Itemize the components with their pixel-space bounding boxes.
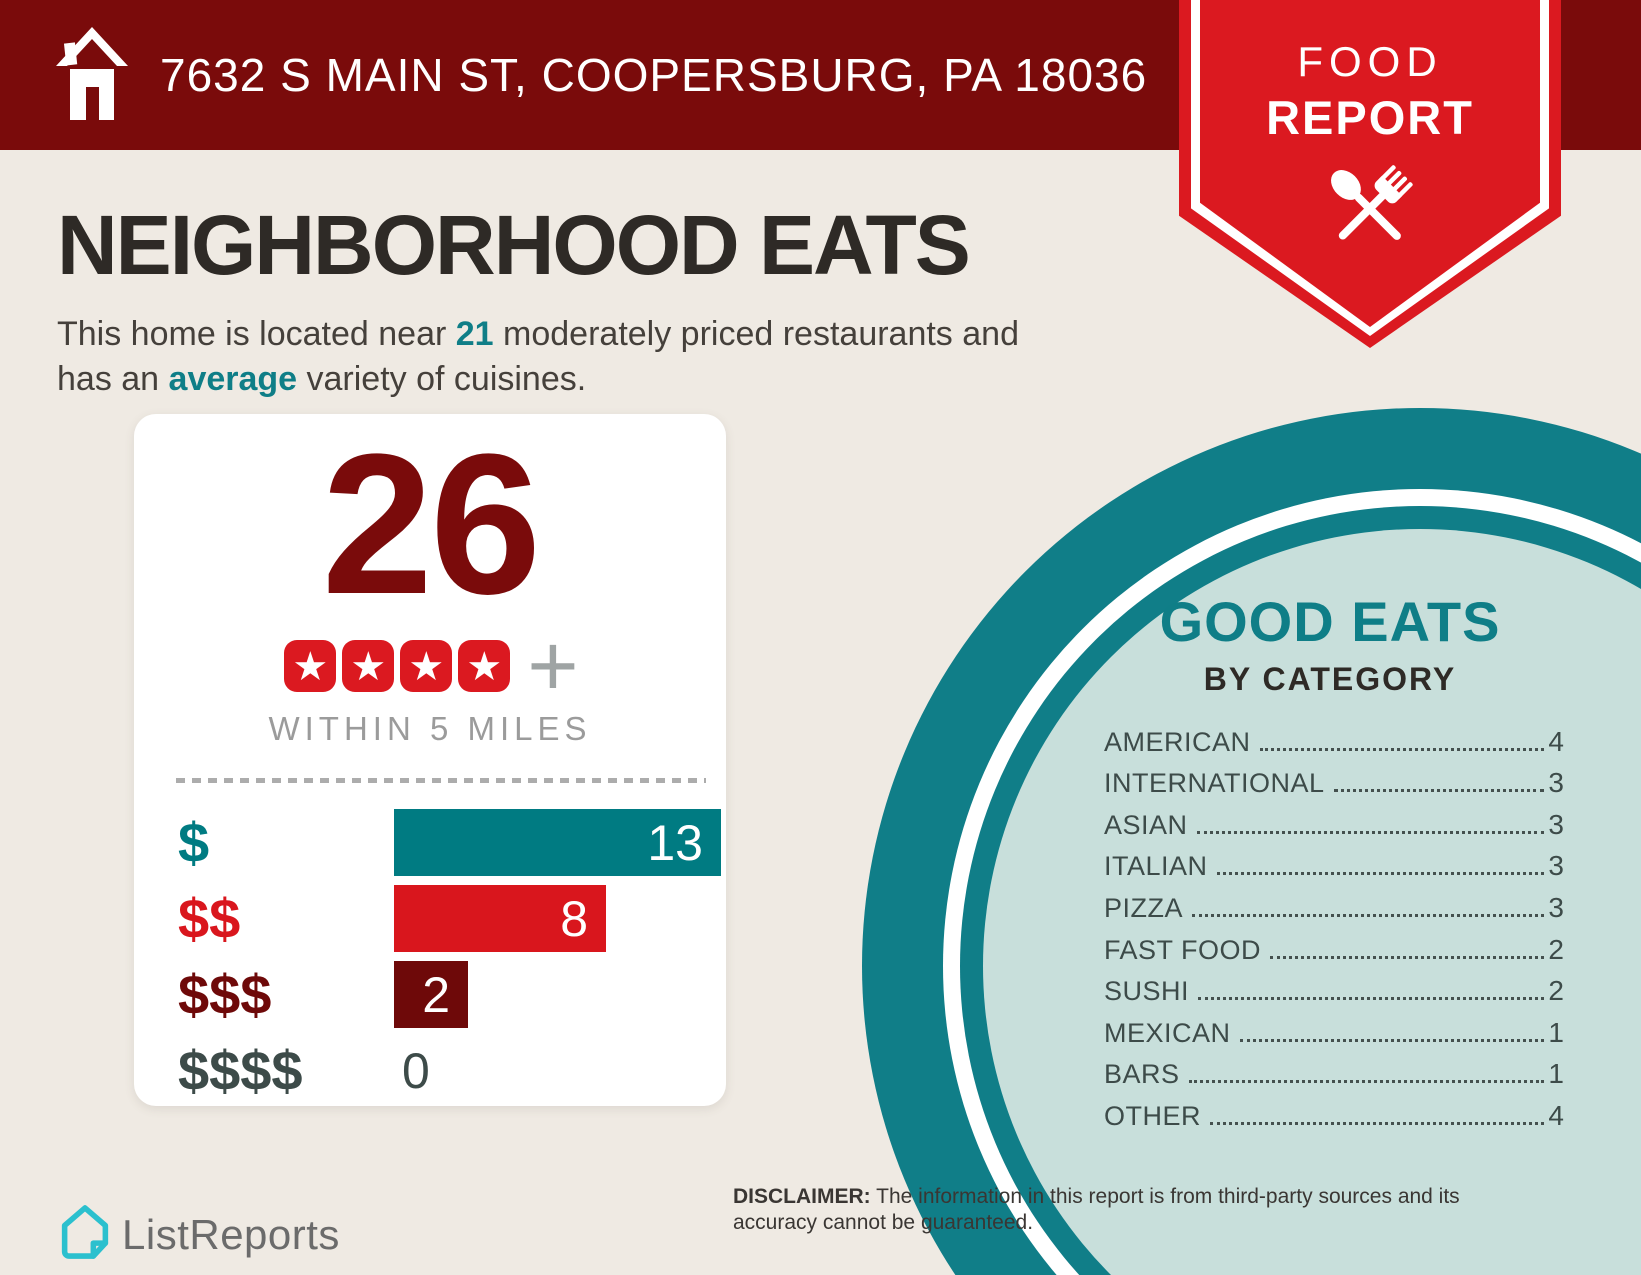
intro-block: NEIGHBORHOOD EATS This home is located n… bbox=[57, 200, 1077, 436]
category-value: 3 bbox=[1548, 850, 1564, 882]
home-icon bbox=[52, 23, 132, 128]
price-tier-label: $$$$ bbox=[178, 1039, 303, 1102]
category-label: MEXICAN bbox=[1104, 1017, 1231, 1048]
intro-subtitle: This home is located near 21 moderately … bbox=[57, 312, 1077, 402]
category-value: 1 bbox=[1548, 1016, 1564, 1048]
category-label: AMERICAN bbox=[1104, 726, 1251, 757]
category-label: FAST FOOD bbox=[1104, 934, 1262, 965]
good-eats-panel: GOOD EATS BY CATEGORY AMERICAN 4 INTERNATI… bbox=[1090, 592, 1570, 1136]
price-tier-row: $$$ 2 bbox=[134, 961, 726, 1028]
plus-sign: + bbox=[527, 616, 579, 715]
good-eats-title: GOOD EATS bbox=[1159, 590, 1501, 653]
restaurant-count-highlight: 21 bbox=[455, 315, 494, 353]
price-tier-value: 13 bbox=[647, 814, 703, 871]
dotted-leader bbox=[1270, 955, 1545, 959]
crossed-spoon-fork-icon bbox=[1179, 155, 1561, 268]
category-label: PIZZA bbox=[1104, 892, 1184, 923]
price-tier-bar: 8 bbox=[394, 885, 606, 952]
category-value: 3 bbox=[1548, 808, 1564, 840]
price-tier-bar: 0 bbox=[394, 1037, 430, 1104]
category-value: 3 bbox=[1548, 891, 1564, 923]
dashed-divider bbox=[176, 778, 706, 783]
variety-highlight: average bbox=[168, 360, 298, 398]
category-row: AMERICAN 4 bbox=[1104, 720, 1564, 762]
star-icon: ★ bbox=[400, 640, 453, 692]
rating-row: ★ ★ ★ ★ + bbox=[134, 616, 726, 715]
category-value: 4 bbox=[1548, 1099, 1564, 1131]
radius-caption: WITHIN 5 MILES bbox=[268, 710, 592, 747]
category-row: OTHER 4 bbox=[1104, 1094, 1564, 1136]
category-value: 1 bbox=[1548, 1058, 1564, 1090]
category-row: SUSHI 2 bbox=[1104, 970, 1564, 1012]
category-label: INTERNATIONAL bbox=[1104, 768, 1325, 799]
dotted-leader bbox=[1188, 1080, 1545, 1084]
category-row: BARS 1 bbox=[1104, 1053, 1564, 1095]
category-value: 2 bbox=[1548, 933, 1564, 965]
dotted-leader bbox=[1196, 830, 1545, 834]
dotted-leader bbox=[1192, 913, 1545, 917]
category-label: ITALIAN bbox=[1104, 851, 1208, 882]
disclaimer-label: DISCLAIMER: bbox=[733, 1185, 871, 1208]
category-list: AMERICAN 4 INTERNATIONAL 3 ASIAN 3 ITALIAN 3 PIZ… bbox=[1090, 720, 1570, 1136]
category-row: FAST FOOD 2 bbox=[1104, 928, 1564, 970]
price-tier-bar: 13 bbox=[394, 809, 721, 876]
dotted-leader bbox=[1259, 747, 1545, 751]
category-row: ASIAN 3 bbox=[1104, 803, 1564, 845]
category-label: ASIAN bbox=[1104, 809, 1188, 840]
dotted-leader bbox=[1239, 1038, 1545, 1042]
brand-name: ListReports bbox=[122, 1210, 340, 1258]
price-tier-value: 8 bbox=[560, 890, 588, 947]
ribbon-title-line2: REPORT bbox=[1266, 91, 1474, 144]
disclaimer: DISCLAIMER: The information in this repo… bbox=[733, 1184, 1508, 1236]
star-icon: ★ bbox=[284, 640, 337, 692]
price-tier-label: $ bbox=[178, 811, 210, 874]
category-label: OTHER bbox=[1104, 1100, 1201, 1131]
category-row: PIZZA 3 bbox=[1104, 886, 1564, 928]
price-tier-row: $ 13 bbox=[134, 809, 726, 876]
price-tier-label: $$ bbox=[178, 887, 241, 950]
category-row: INTERNATIONAL 3 bbox=[1104, 762, 1564, 804]
restaurant-total-count: 26 bbox=[321, 413, 541, 636]
dotted-leader bbox=[1210, 1121, 1545, 1125]
price-tier-row: $$ 8 bbox=[134, 885, 726, 952]
price-tier-chart: $ 13 $$ 8 $$$ 2 $$$$ 0 bbox=[134, 809, 726, 1104]
price-tier-row: $$$$ 0 bbox=[134, 1037, 726, 1104]
category-label: BARS bbox=[1104, 1059, 1180, 1090]
disclaimer-text: The information in this report is from t… bbox=[733, 1185, 1460, 1234]
listreports-logo: ListReports bbox=[60, 1202, 340, 1267]
good-eats-subtitle: BY CATEGORY bbox=[1203, 661, 1457, 697]
category-value: 2 bbox=[1548, 975, 1564, 1007]
subtitle-text: moderately priced restaurants and has an bbox=[57, 315, 1019, 398]
subtitle-text: This home is located near bbox=[57, 315, 456, 353]
ribbon-title-line1: FOOD bbox=[1297, 38, 1443, 85]
food-report-ribbon: FOOD REPORT bbox=[1179, 0, 1561, 348]
category-label: SUSHI bbox=[1104, 976, 1190, 1007]
subtitle-text: variety of cuisines. bbox=[297, 360, 587, 398]
category-value: 3 bbox=[1548, 767, 1564, 799]
category-value: 4 bbox=[1548, 725, 1564, 757]
category-row: ITALIAN 3 bbox=[1104, 845, 1564, 887]
star-icon: ★ bbox=[458, 640, 511, 692]
star-rating: ★ ★ ★ ★ bbox=[281, 640, 513, 692]
dotted-leader bbox=[1216, 872, 1545, 876]
category-row: MEXICAN 1 bbox=[1104, 1011, 1564, 1053]
stats-card: 26 ★ ★ ★ ★ + WITHIN 5 MILES $ 13 $$ 8 $$$ 2… bbox=[134, 414, 726, 1106]
price-tier-label: $$$ bbox=[178, 963, 272, 1026]
price-tier-value: 2 bbox=[422, 966, 450, 1023]
price-tier-bar: 2 bbox=[394, 961, 468, 1028]
star-icon: ★ bbox=[342, 640, 395, 692]
property-address: 7632 S MAIN ST, COOPERSBURG, PA 18036 bbox=[160, 49, 1148, 101]
listreports-house-icon bbox=[60, 1202, 110, 1267]
dotted-leader bbox=[1333, 789, 1545, 793]
page-title: NEIGHBORHOOD EATS bbox=[57, 198, 971, 292]
dotted-leader bbox=[1198, 997, 1545, 1001]
price-tier-value: 0 bbox=[402, 1042, 430, 1099]
